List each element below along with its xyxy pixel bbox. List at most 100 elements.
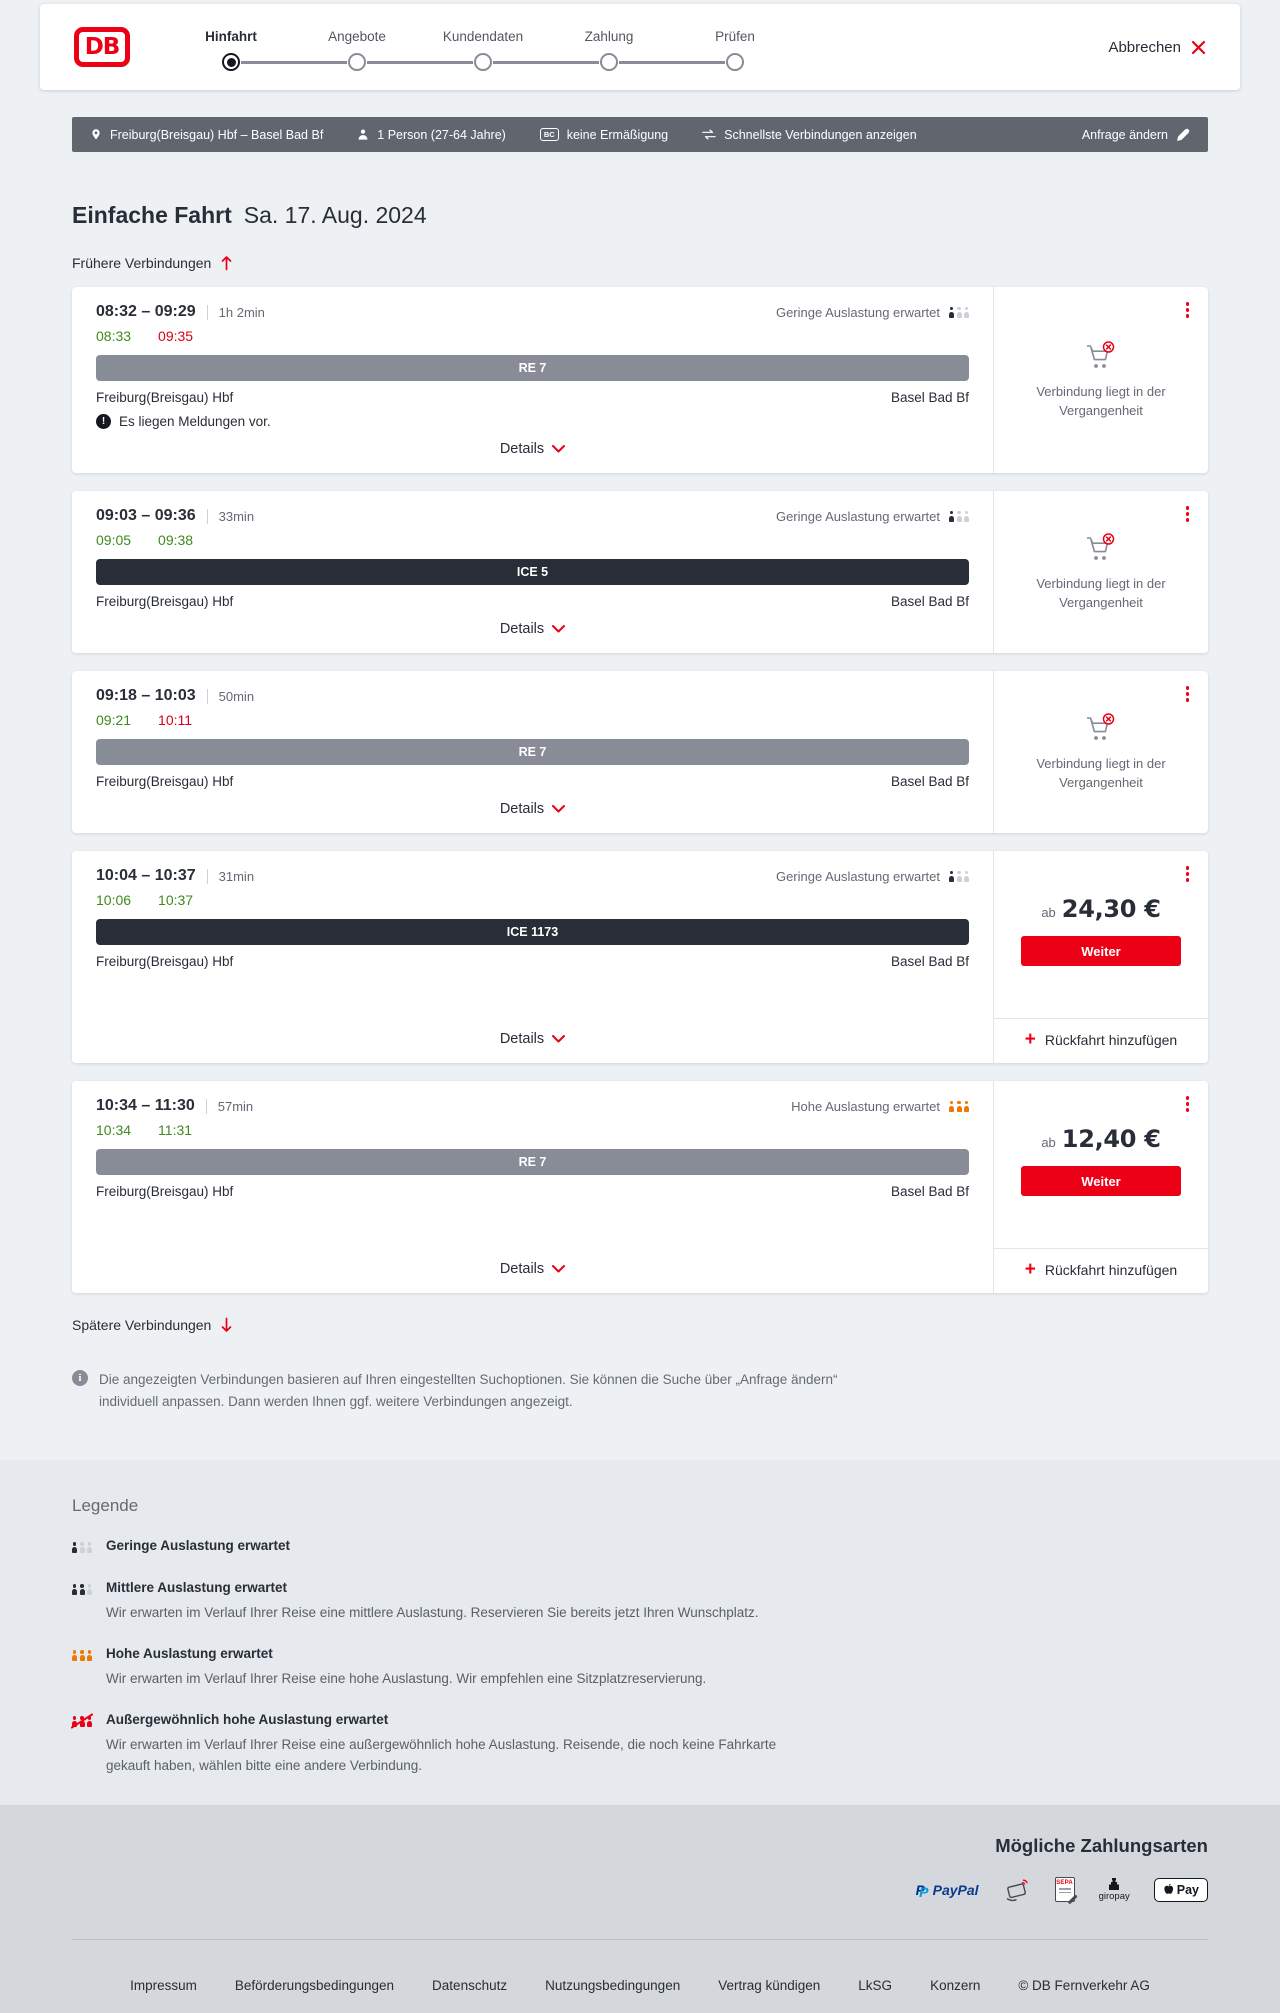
step-dot-active [222, 53, 240, 71]
details-button[interactable]: Details [496, 1249, 569, 1283]
add-return-label: Rückfahrt hinzufügen [1044, 1262, 1178, 1278]
stations-row: Freiburg(Breisgau) Hbf Basel Bad Bf [96, 1184, 969, 1199]
more-options-button[interactable] [1183, 299, 1193, 321]
train-label: ICE 5 [516, 565, 549, 579]
step-label: Angebote [328, 29, 386, 44]
more-options-button[interactable] [1183, 863, 1193, 885]
connection-side-panel: Verbindung liegt in der Vergangenheit [994, 671, 1208, 833]
legend-item-mid: Mittlere Auslastung erwartet Wir erwarte… [72, 1580, 1208, 1624]
details-button[interactable]: Details [496, 429, 569, 463]
add-return-button[interactable]: Rückfahrt hinzufügen [994, 1018, 1208, 1063]
realtime-arrival: 11:31 [158, 1122, 193, 1138]
stations-row: Freiburg(Breisgau) Hbf Basel Bad Bf [96, 774, 969, 789]
occupancy-indicator: Geringe Auslastung erwartet [776, 869, 969, 884]
filter-text: Schnellste Verbindungen anzeigen [724, 127, 917, 142]
chevron-down-icon [552, 805, 566, 813]
details-button[interactable]: Details [496, 1019, 569, 1053]
step-angebote[interactable]: Angebote [294, 29, 473, 71]
step-hinfahrt[interactable]: Hinfahrt [168, 29, 347, 71]
separator [206, 304, 208, 320]
connection-times: 10:34 – 11:30 [96, 1097, 195, 1114]
destination-station: Basel Bad Bf [890, 954, 969, 969]
destination-station: Basel Bad Bf [890, 390, 969, 405]
apple-logo-icon [1164, 1884, 1173, 1895]
legend-item-title: Außergewöhnlich hohe Auslastung erwartet [106, 1712, 389, 1728]
summary-discount: BC keine Ermäßigung [539, 128, 668, 142]
legend-item-exceptional: Außergewöhnlich hohe Auslastung erwartet… [72, 1712, 1208, 1777]
earlier-connections-button[interactable]: Frühere Verbindungen [72, 255, 233, 271]
footer-link-lksg[interactable]: LkSG [858, 1977, 893, 1993]
connection-main: 09:03 – 09:36 33min Geringe Auslastung e… [72, 491, 994, 653]
step-label: Kundendaten [442, 29, 524, 44]
price-value: 12,40 € [1061, 1125, 1161, 1153]
summary-route: Freiburg(Breisgau) Hbf – Basel Bad Bf [90, 127, 323, 142]
add-return-button[interactable]: Rückfahrt hinzufügen [994, 1248, 1208, 1293]
giropay-label: giropay [1098, 1891, 1130, 1903]
cancel-button[interactable]: Abbrechen [1108, 39, 1206, 56]
chevron-down-icon [552, 1035, 566, 1043]
separator [206, 508, 208, 524]
origin-station: Freiburg(Breisgau) Hbf [96, 1184, 234, 1199]
footer-link-impressum[interactable]: Impressum [130, 1977, 197, 1993]
step-pruefen[interactable]: Prüfen [672, 29, 798, 71]
connection-duration: 57min [217, 1098, 254, 1114]
pencil-icon [1177, 128, 1190, 141]
footer-links: Impressum Beförderungsbedingungen Datens… [72, 1940, 1208, 2013]
legend-title: Legende [72, 1496, 139, 1516]
footer-link-nutzungsbedingungen[interactable]: Nutzungsbedingungen [545, 1977, 681, 1993]
connection-card-2: 09:03 – 09:36 33min Geringe Auslastung e… [72, 491, 1208, 653]
search-summary-bar: Freiburg(Breisgau) Hbf – Basel Bad Bf 1 … [72, 117, 1208, 152]
earlier-connections-label: Frühere Verbindungen [72, 255, 212, 271]
add-return-label: Rückfahrt hinzufügen [1044, 1032, 1178, 1048]
step-zahlung[interactable]: Zahlung [546, 29, 725, 71]
occupancy-label: Geringe Auslastung erwartet [775, 304, 940, 320]
page-title: Einfache Fahrt Sa. 17. Aug. 2024 [72, 202, 1208, 229]
train-label: RE 7 [518, 745, 547, 759]
close-icon [1191, 40, 1206, 54]
realtime-row: 09:21 10:11 [96, 712, 969, 728]
past-note-text: Verbindung liegt in der Vergangenheit [1036, 383, 1166, 419]
more-options-button[interactable] [1183, 1093, 1193, 1115]
more-options-button[interactable] [1183, 683, 1193, 705]
train-segment-bar: RE 7 [96, 355, 969, 381]
arrow-up-icon [221, 256, 232, 271]
details-label: Details [499, 441, 545, 457]
summary-filter[interactable]: Schnellste Verbindungen anzeigen [702, 128, 917, 142]
separator [206, 868, 208, 884]
footer-link-datenschutz[interactable]: Datenschutz [432, 1977, 508, 1993]
realtime-departure: 10:34 [96, 1122, 132, 1138]
separator [206, 688, 208, 704]
bahncard-icon: BC [539, 128, 559, 141]
connection-main: 10:34 – 11:30 57min Hohe Auslastung erwa… [72, 1081, 994, 1293]
realtime-arrival: 09:38 [158, 532, 194, 548]
more-options-button[interactable] [1183, 503, 1193, 525]
occupancy-mid-icon [72, 1584, 92, 1596]
footer-link-konzern[interactable]: Konzern [930, 1977, 981, 1993]
giropay-mark-icon [1109, 1878, 1120, 1891]
connection-message: Es liegen Meldungen vor. [96, 414, 969, 429]
stations-row: Freiburg(Breisgau) Hbf Basel Bad Bf [96, 594, 969, 609]
edit-search-label: Anfrage ändern [1081, 127, 1168, 142]
payment-icons-row: PayPal SEPA giropay Pay [72, 1875, 1208, 1905]
step-kundendaten[interactable]: Kundendaten [420, 29, 599, 71]
footer-link-vertrag-kuendigen[interactable]: Vertrag kündigen [718, 1977, 821, 1993]
alert-icon [96, 414, 111, 429]
info-icon [72, 1370, 88, 1386]
later-connections-button[interactable]: Spätere Verbindungen [72, 1317, 233, 1333]
realtime-row: 10:34 11:31 [96, 1122, 969, 1138]
occupancy-exceptional-icon [72, 1716, 92, 1728]
checkout-stepper: Hinfahrt Angebote Kundendaten Zahlung Pr… [168, 29, 798, 71]
footer-link-befoerderungsbedingungen[interactable]: Beförderungsbedingungen [234, 1977, 395, 1993]
details-button[interactable]: Details [496, 609, 569, 643]
destination-station: Basel Bad Bf [890, 1184, 969, 1199]
origin-station: Freiburg(Breisgau) Hbf [96, 954, 234, 969]
details-button[interactable]: Details [496, 789, 569, 823]
edit-search-button[interactable]: Anfrage ändern [1082, 128, 1190, 142]
paypal-icon: PayPal [916, 1881, 979, 1900]
paypal-label: PayPal [932, 1881, 979, 1898]
continue-button[interactable]: Weiter [1021, 936, 1181, 966]
destination-station: Basel Bad Bf [890, 774, 969, 789]
realtime-departure: 09:21 [96, 712, 132, 728]
continue-button[interactable]: Weiter [1021, 1166, 1181, 1196]
trip-date: Sa. 17. Aug. 2024 [243, 202, 427, 228]
